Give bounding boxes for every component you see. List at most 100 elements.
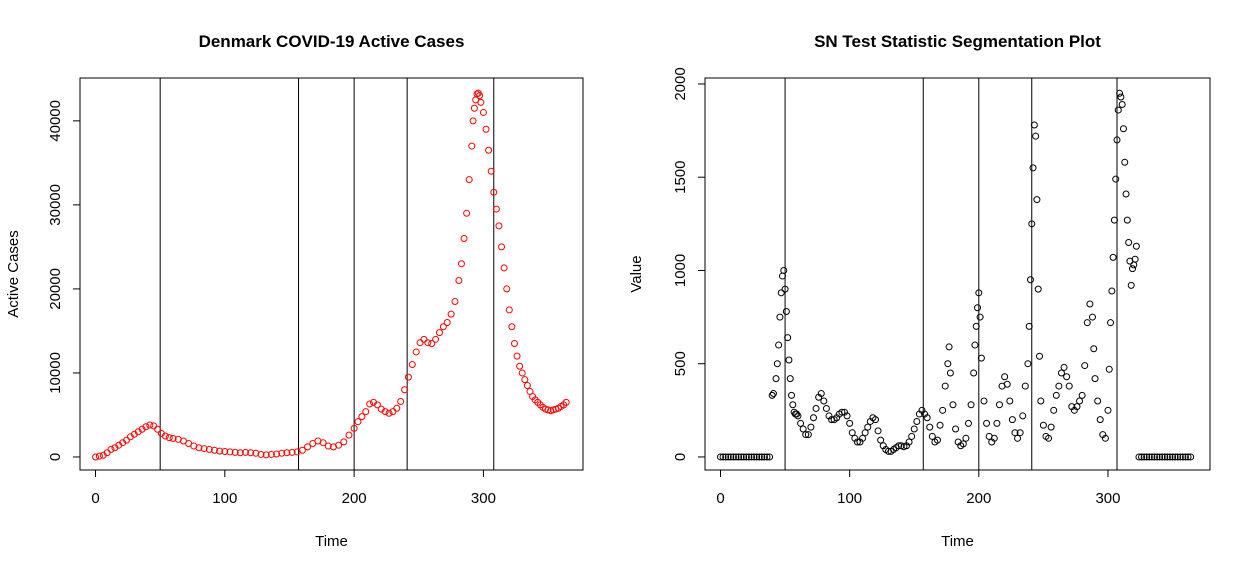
point <box>843 412 851 420</box>
point <box>1088 313 1096 321</box>
point <box>1032 132 1040 140</box>
point <box>1171 453 1179 461</box>
chart-title: SN Test Statistic Segmentation Plot <box>814 32 1101 51</box>
x-axis-label: Time <box>941 533 974 550</box>
point <box>242 448 250 456</box>
point <box>397 398 405 406</box>
y-tick-label: 20000 <box>47 268 64 310</box>
point <box>1140 453 1148 461</box>
point <box>1033 196 1041 204</box>
point <box>772 375 780 383</box>
point <box>793 410 801 418</box>
point <box>252 449 260 457</box>
point <box>435 329 443 337</box>
point <box>1039 421 1047 429</box>
point <box>267 450 275 458</box>
point <box>1181 453 1189 461</box>
point <box>1153 453 1161 461</box>
point <box>1091 375 1099 383</box>
point <box>789 401 797 409</box>
point <box>304 443 312 451</box>
y-tick-label: 0 <box>47 453 64 461</box>
x-tick-label: 200 <box>342 490 367 507</box>
y-tick-label: 2000 <box>672 67 689 100</box>
point <box>976 313 984 321</box>
point <box>350 424 358 432</box>
point <box>760 453 768 461</box>
point <box>1184 453 1192 461</box>
point <box>401 386 409 394</box>
point <box>247 449 255 457</box>
y-tick-label: 10000 <box>47 352 64 394</box>
point <box>861 429 869 437</box>
point <box>959 440 967 448</box>
point <box>1104 406 1112 414</box>
point <box>974 304 982 312</box>
point <box>1028 220 1036 228</box>
point <box>273 450 281 458</box>
point <box>737 453 745 461</box>
point <box>732 453 740 461</box>
point <box>993 419 1001 427</box>
point <box>358 413 366 421</box>
point <box>1083 319 1091 327</box>
point <box>443 319 451 327</box>
point <box>455 277 463 285</box>
point <box>1129 265 1137 273</box>
point <box>871 416 879 424</box>
point <box>1008 416 1016 424</box>
point <box>1110 216 1118 224</box>
point <box>1034 285 1042 293</box>
point <box>1119 125 1127 133</box>
point <box>1116 89 1124 97</box>
point <box>516 362 524 370</box>
point <box>412 348 420 356</box>
point <box>1021 382 1029 390</box>
point <box>1107 319 1115 327</box>
point <box>1036 352 1044 360</box>
y-tick-label: 40000 <box>47 100 64 142</box>
y-tick-label: 0 <box>672 453 689 461</box>
point <box>1122 190 1130 198</box>
point <box>1003 380 1011 388</box>
x-axis-label: Time <box>315 533 348 550</box>
point <box>768 391 776 399</box>
point <box>432 335 440 343</box>
point <box>758 453 766 461</box>
point <box>853 438 861 446</box>
point <box>513 352 521 360</box>
point <box>508 323 516 331</box>
point <box>753 453 761 461</box>
point <box>366 400 374 408</box>
point <box>1030 121 1038 129</box>
chart-title: Denmark COVID-19 Active Cases <box>199 32 465 51</box>
x-tick-label: 300 <box>1095 490 1120 507</box>
point <box>451 298 459 306</box>
point <box>1081 362 1089 370</box>
point <box>221 448 229 456</box>
point <box>807 423 815 431</box>
point <box>161 432 169 440</box>
point <box>933 436 941 444</box>
point <box>1127 281 1135 289</box>
point <box>487 167 495 175</box>
point <box>822 404 830 412</box>
point <box>1114 106 1122 114</box>
point <box>1065 382 1073 390</box>
point <box>817 390 825 398</box>
point <box>799 425 807 433</box>
point <box>298 446 306 454</box>
point <box>420 335 428 343</box>
point <box>362 408 370 416</box>
point <box>1150 453 1158 461</box>
point <box>877 436 885 444</box>
point <box>154 425 162 433</box>
point <box>1057 369 1065 377</box>
point <box>477 98 485 106</box>
point <box>1090 345 1098 353</box>
point <box>510 340 518 348</box>
point <box>1024 360 1032 368</box>
point <box>780 266 788 274</box>
point <box>447 310 455 318</box>
